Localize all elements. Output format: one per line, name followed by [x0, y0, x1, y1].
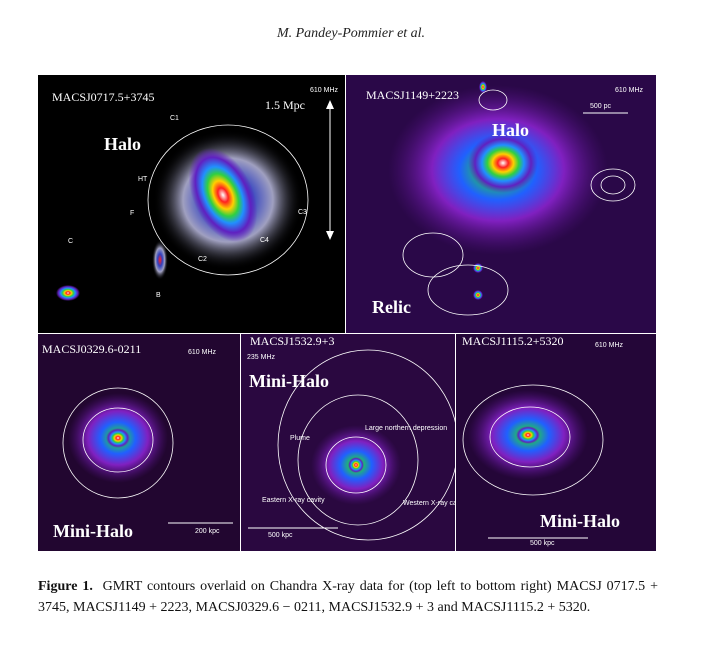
caption-text: GMRT contours overlaid on Chandra X-ray … — [38, 579, 658, 615]
emission — [188, 147, 258, 243]
panel-title: MACSJ1115.2+5320 — [462, 334, 564, 348]
figure: MACSJ0717.5+3745 610 MHz 1.5 Mpc Halo C1… — [38, 75, 656, 551]
panel-title: MACSJ0329.6-0211 — [42, 342, 141, 356]
annotation: Western X-ray cavity — [403, 500, 468, 507]
feature-label: Mini-Halo — [53, 521, 133, 541]
frequency: 610 MHz — [595, 342, 624, 349]
source-label: F — [130, 210, 134, 217]
scale-label: 500 kpc — [268, 532, 293, 539]
contour — [590, 168, 636, 202]
source-label: C — [68, 238, 73, 245]
source-label: B — [156, 292, 161, 299]
contour — [147, 124, 309, 276]
feature-label: Mini-Halo — [249, 371, 329, 391]
source-label: C2 — [198, 256, 207, 263]
emission — [516, 426, 540, 444]
panel: MACSJ0329.6-0211 610 MHz 200 kpc Mini-Ha… — [38, 334, 240, 551]
source-label: C4 — [260, 237, 269, 244]
panel-title: MACSJ1149+2223 — [366, 88, 459, 102]
panel-title: MACSJ0717.5+3745 — [52, 90, 154, 104]
panel: MACSJ1149+2223 610 MHz 500 pc Halo Relic — [346, 75, 656, 333]
emission — [106, 428, 130, 448]
caption-label: Figure 1. — [38, 579, 93, 594]
contour — [478, 89, 508, 111]
annotation: Eastern X-ray cavity — [262, 497, 325, 504]
scale-label: 500 kpc — [530, 540, 555, 547]
caption: Figure 1. GMRT contours overlaid on Chan… — [38, 576, 658, 618]
annotation: Large northern depression — [365, 425, 447, 432]
frequency: 235 MHz — [247, 354, 276, 361]
frequency: 610 MHz — [615, 87, 644, 94]
contour — [82, 407, 154, 473]
contour — [62, 387, 174, 499]
contour — [462, 384, 604, 496]
annotation: Plume — [290, 435, 310, 442]
contour — [489, 406, 571, 468]
scale-label: 1.5 Mpc — [265, 98, 305, 112]
panel: MACSJ0717.5+3745 610 MHz 1.5 Mpc Halo C1… — [38, 75, 345, 333]
contour — [427, 264, 509, 316]
emission — [468, 133, 538, 193]
running-title: M. Pandey-Pommier et al. — [276, 26, 426, 41]
contour — [402, 232, 464, 278]
frequency: 610 MHz — [188, 349, 217, 356]
source-label: C3 — [298, 209, 307, 216]
source-label: HT — [138, 176, 148, 183]
contour — [325, 436, 387, 494]
feature-label: Halo — [492, 120, 529, 140]
emission — [473, 263, 483, 273]
emission — [152, 240, 168, 280]
emission — [348, 457, 364, 473]
feature-label: Relic — [372, 297, 411, 317]
scale-label: 500 pc — [590, 103, 612, 110]
panel: MACSJ1115.2+5320 610 MHz Mini-Halo 500 k… — [456, 334, 656, 551]
emission — [473, 290, 483, 300]
scale-label: 200 kpc — [195, 528, 220, 535]
feature-label: Mini-Halo — [540, 511, 620, 531]
contour — [297, 394, 419, 526]
emission — [479, 81, 487, 93]
source-label: C1 — [170, 115, 179, 122]
feature-label: Halo — [104, 134, 141, 154]
contour — [600, 175, 626, 195]
frequency: 610 MHz — [310, 87, 339, 94]
panel: MACSJ1532.9+3 235 MHz Mini-Halo Large no… — [241, 334, 468, 551]
emission — [56, 285, 80, 301]
panel-title: MACSJ1532.9+3 — [250, 334, 334, 348]
